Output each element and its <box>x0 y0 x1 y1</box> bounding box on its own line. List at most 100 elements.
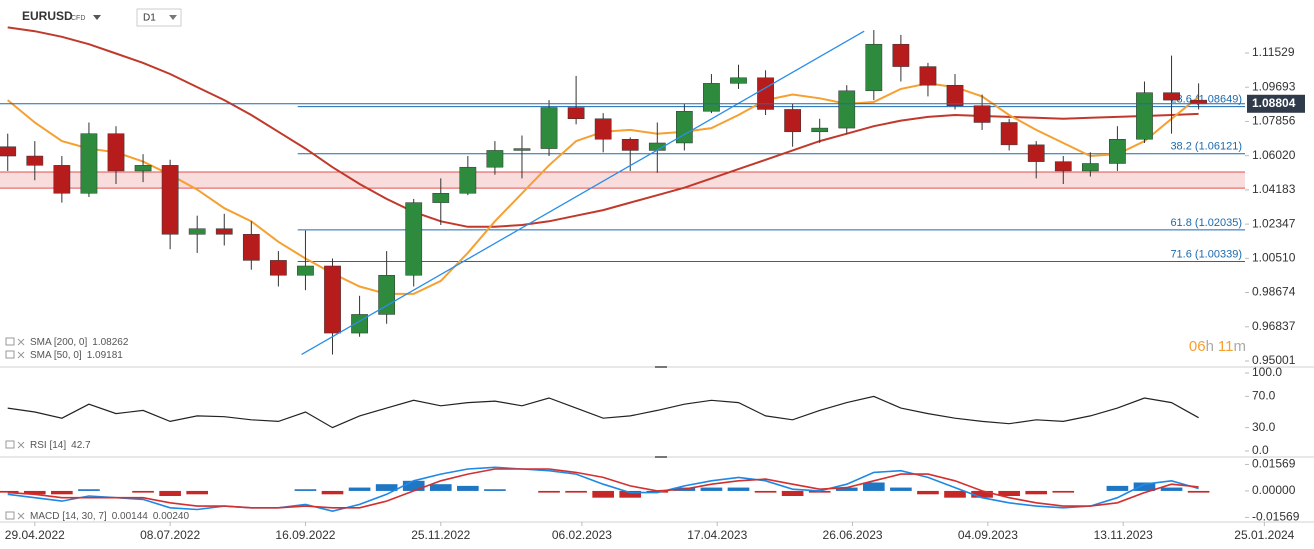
legend-remove[interactable] <box>17 338 25 346</box>
last-price-tag <box>1247 94 1305 113</box>
legend-text: 1.09181 <box>87 350 124 361</box>
histogram-bar <box>348 487 371 491</box>
legend-icon <box>5 511 15 520</box>
legend-icon <box>5 350 15 359</box>
histogram-bar <box>971 490 993 498</box>
candle-body <box>324 265 341 334</box>
candle-body <box>53 165 71 194</box>
histogram-bar <box>457 485 479 491</box>
y-tick-label: 0.00000 <box>1252 483 1296 497</box>
histogram-bar <box>132 490 154 493</box>
x-tick-label: 13.11.2023 <box>1094 528 1153 542</box>
legend-entry: MACD [14, 30, 7] 0.00144 0.00240 <box>30 511 189 522</box>
timeframe-select[interactable] <box>136 8 182 27</box>
candle-body <box>270 260 287 276</box>
histogram-bar <box>51 490 73 495</box>
timeframe-dropdown[interactable] <box>169 15 177 20</box>
candle-body <box>784 109 801 133</box>
histogram-bar <box>862 482 885 491</box>
y-tick-label: 1.09693 <box>1252 79 1296 93</box>
histogram-bar <box>429 484 452 491</box>
legend-text: 42.7 <box>71 440 91 451</box>
candle-body <box>1136 92 1153 140</box>
legend-remove[interactable] <box>17 441 25 449</box>
legend-text: MACD [14, 30, 7] <box>30 511 107 522</box>
histogram-bar <box>78 489 100 491</box>
histogram-bar <box>781 490 804 496</box>
candle-body <box>675 111 693 144</box>
candle-body <box>432 193 450 203</box>
legend-icon <box>5 440 15 449</box>
candle-body <box>1109 139 1126 164</box>
histogram-bar <box>1106 485 1129 491</box>
symbol[interactable]: EURUSD <box>22 9 73 23</box>
instrument-kind: CFD <box>71 15 85 22</box>
candle-body <box>80 133 98 194</box>
histogram-bar <box>700 487 723 491</box>
legend-remove[interactable] <box>17 351 25 359</box>
candle-body <box>594 118 612 140</box>
legend-text: SMA [50, 0] <box>30 350 82 361</box>
histogram-bar <box>159 490 181 496</box>
candle-body <box>405 202 423 276</box>
x-tick-label: 08.07.2022 <box>140 528 200 542</box>
histogram-bar <box>23 490 46 495</box>
indicator-line <box>7 395 1199 429</box>
countdown-unit: m <box>1234 338 1247 355</box>
plot-area: 23.6 (1.08649) 38.2 (1.06121) 61.8 (1.0203… <box>0 26 1245 513</box>
histogram-bar <box>917 490 939 495</box>
y-tick-label: 30.0 <box>1252 420 1276 434</box>
countdown: 06h 11m <box>1189 338 1246 355</box>
y-tick-label: 0.98674 <box>1252 285 1296 299</box>
histogram-bar <box>754 490 777 493</box>
candle-body <box>297 265 314 276</box>
histogram-bar <box>998 490 1020 496</box>
last-price-label: 1.08804 <box>1252 96 1296 110</box>
y-tick-label: 0.0 <box>1252 443 1269 457</box>
legend-text: 0.00144 <box>112 511 149 522</box>
countdown-minutes: 11 <box>1218 338 1234 355</box>
legend-remove[interactable] <box>17 512 25 520</box>
histogram-bar <box>321 490 344 495</box>
candle-body <box>215 228 233 235</box>
y-tick-label: 0.95001 <box>1252 353 1296 367</box>
histogram-bar <box>402 480 425 491</box>
histogram-bar <box>890 487 912 491</box>
histogram-bar <box>565 490 587 493</box>
histogram-bar <box>619 490 642 498</box>
y-tick-label: 1.02347 <box>1252 216 1296 230</box>
candle-body <box>1027 144 1045 162</box>
x-tick-label: 04.09.2023 <box>958 528 1018 542</box>
candle-body <box>865 43 883 92</box>
symbol-dropdown[interactable] <box>93 15 101 20</box>
moving-average <box>7 26 1199 228</box>
candle-body <box>188 228 206 235</box>
legend-icon <box>5 337 15 346</box>
countdown-hours: 06 <box>1189 338 1206 355</box>
histogram-bar <box>186 490 209 495</box>
candle-body <box>1000 122 1018 146</box>
timeframe[interactable]: D1 <box>143 13 156 24</box>
candle-body <box>703 83 720 112</box>
histogram-bar <box>592 490 614 498</box>
y-tick-label: -0.01569 <box>1252 510 1300 524</box>
candle-body <box>378 275 396 315</box>
macd-line <box>7 466 1199 513</box>
candle-body <box>242 234 260 261</box>
histogram-bar <box>484 489 506 491</box>
fib-label: 38.2 (1.06121) <box>1170 141 1242 153</box>
histogram-bar <box>944 490 966 498</box>
y-tick-label: 1.07856 <box>1252 114 1296 128</box>
support-zone <box>0 172 1245 189</box>
y-tick-label: 70.0 <box>1252 389 1276 403</box>
candle-body <box>134 165 152 172</box>
histogram-bar <box>294 489 317 491</box>
y-tick-label: 100.0 <box>1252 365 1282 379</box>
histogram-bar <box>1133 482 1156 491</box>
legend-text: RSI [14] <box>30 440 66 451</box>
x-tick-label: 26.06.2023 <box>823 528 883 542</box>
histogram-bar <box>0 490 19 493</box>
candle-body <box>513 148 531 151</box>
